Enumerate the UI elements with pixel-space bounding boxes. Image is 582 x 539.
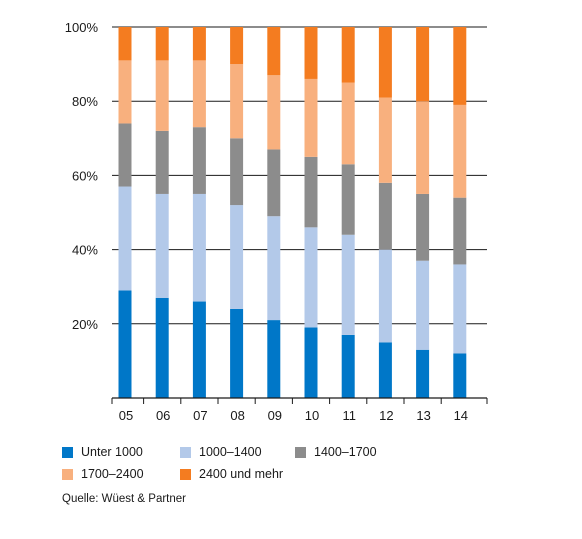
legend-swatch — [180, 446, 191, 458]
bar-segment — [416, 27, 430, 102]
x-tick-label: 13 — [416, 408, 430, 420]
legend-label: Unter 1000 — [81, 445, 143, 459]
bar-segment — [453, 197, 467, 265]
bar-segment — [416, 193, 430, 261]
bar-segment — [192, 27, 206, 61]
bar-segment — [155, 130, 169, 194]
legend-item: 1400–1700 — [295, 444, 377, 460]
y-tick-label: 20% — [72, 317, 98, 332]
bar-segment — [118, 60, 132, 124]
bar-segment — [267, 27, 281, 76]
bar-segment — [341, 82, 355, 165]
bar-segment — [230, 64, 244, 139]
x-tick-label: 14 — [454, 408, 468, 420]
bar-segment — [453, 104, 467, 198]
bar-segment — [192, 127, 206, 194]
bar-segment — [378, 342, 392, 398]
legend-swatch — [62, 446, 73, 458]
bar-segment — [453, 353, 467, 398]
bar-segment — [341, 234, 355, 335]
legend-label: 2400 und mehr — [199, 467, 284, 481]
legend-swatch — [180, 468, 191, 480]
bar-segment — [453, 27, 467, 105]
bar-segment — [304, 27, 318, 79]
bar-segment — [118, 27, 132, 61]
bar-segment — [118, 186, 132, 291]
bar-segment — [267, 75, 281, 150]
bar-segment — [192, 60, 206, 128]
x-tick-label: 10 — [305, 408, 319, 420]
stacked-bar-chart: 20% 40% 60% 80% 100% 05 06 07 08 09 10 11 12 13 14 — [65, 20, 488, 420]
bar-segment — [118, 123, 132, 187]
x-tick-label: 11 — [342, 408, 356, 420]
legend-label: 1700–2400 — [81, 467, 144, 481]
legend-item: 1000–1400 — [180, 444, 262, 460]
bar-segment — [230, 138, 244, 206]
bar-segment — [267, 149, 281, 217]
legend-swatch — [295, 446, 306, 458]
chart-legend: Unter 1000 1000–1400 1400–1700 1700–2400 240… — [62, 444, 402, 490]
bar-segment — [416, 101, 430, 194]
x-tick-label: 05 — [119, 408, 133, 420]
x-tick-label: 12 — [379, 408, 393, 420]
bar-segment — [118, 290, 132, 398]
bar-segment — [416, 260, 430, 350]
bar-segment — [378, 182, 392, 250]
bar-segment — [155, 60, 169, 131]
bar-segment — [341, 334, 355, 398]
bar-segment — [230, 205, 244, 309]
bar-segment — [155, 297, 169, 398]
bar-segment — [304, 156, 318, 228]
y-tick-label: 60% — [72, 168, 98, 183]
bar-segment — [192, 301, 206, 398]
bar-segment — [453, 264, 467, 354]
bar-segment — [267, 216, 281, 321]
bar-segment — [416, 349, 430, 398]
bar-segment — [341, 164, 355, 235]
bar-segment — [304, 227, 318, 328]
bar-segment — [378, 97, 392, 183]
legend-label: 1400–1700 — [314, 445, 377, 459]
legend-item: 1700–2400 — [62, 466, 144, 482]
bar-segment — [304, 78, 318, 157]
x-tick-label: 09 — [268, 408, 282, 420]
x-tick-label: 06 — [156, 408, 170, 420]
bar-segment — [192, 193, 206, 302]
legend-swatch — [62, 468, 73, 480]
bar-segment — [155, 193, 169, 298]
legend-label: 1000–1400 — [199, 445, 262, 459]
y-tick-label: 40% — [72, 243, 98, 258]
bar-segment — [378, 27, 392, 98]
source-note: Quelle: Wüest & Partner — [62, 493, 186, 505]
bar-segment — [304, 327, 318, 398]
bar-segment — [267, 320, 281, 398]
x-tick-label: 07 — [193, 408, 207, 420]
x-tick-label: 08 — [230, 408, 244, 420]
bar-segment — [155, 27, 169, 61]
y-tick-label: 80% — [72, 94, 98, 109]
y-tick-label: 100% — [65, 20, 99, 35]
bar-segment — [341, 27, 355, 83]
bar-segment — [230, 27, 244, 65]
legend-item: Unter 1000 — [62, 444, 143, 460]
legend-item: 2400 und mehr — [180, 466, 283, 482]
bar-segment — [230, 308, 244, 398]
bar-segment — [378, 249, 392, 343]
